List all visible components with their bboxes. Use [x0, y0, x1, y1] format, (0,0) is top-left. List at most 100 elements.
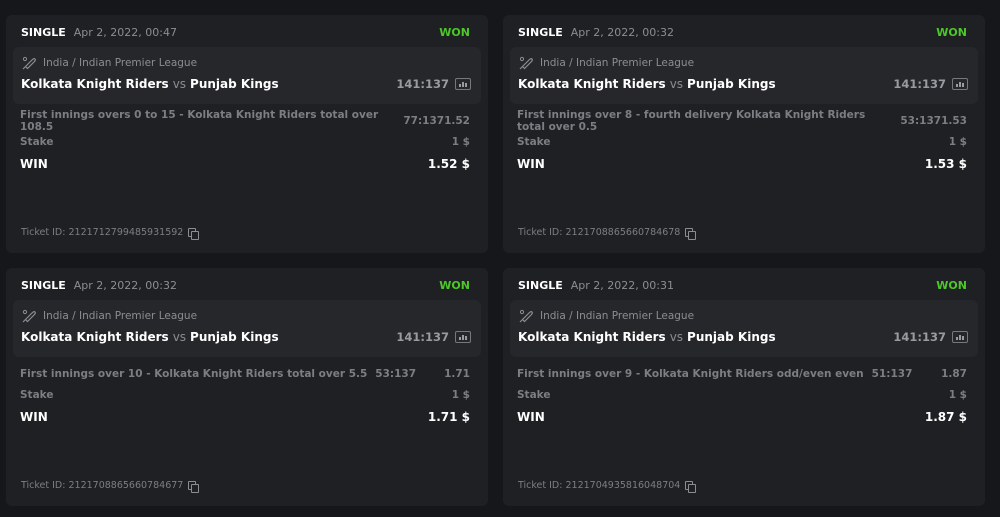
statistics-icon[interactable] — [952, 331, 968, 343]
bet-ticket-card[interactable]: SINGLE Apr 2, 2022, 00:47 WON India / In… — [6, 15, 488, 253]
odds: 1.87 — [941, 367, 967, 380]
home-team: Kolkata Knight Riders — [21, 77, 169, 91]
match-score: 141:137 — [893, 77, 946, 91]
stake-label: Stake — [20, 135, 54, 148]
bet-type: SINGLE — [21, 278, 66, 292]
market-row: First innings overs 0 to 15 - Kolkata Kn… — [20, 108, 474, 133]
market-row: First innings over 9 - Kolkata Knight Ri… — [517, 363, 971, 384]
status-badge: WON — [439, 278, 470, 292]
ticket-id-label: Ticket ID: — [518, 480, 563, 491]
win-label: WIN — [20, 157, 48, 171]
stake-label: Stake — [517, 135, 551, 148]
stake-value: 1 $ — [451, 135, 470, 148]
win-value: 1.53 $ — [924, 157, 967, 171]
league-name: India / Indian Premier League — [540, 310, 695, 322]
ticket-header: SINGLE Apr 2, 2022, 00:31 WON — [517, 268, 971, 300]
cricket-bat-icon — [22, 56, 36, 70]
bet-ticket-card[interactable]: SINGLE Apr 2, 2022, 00:32 WON India / In… — [6, 268, 488, 506]
stake-row: Stake 1 $ — [517, 384, 971, 405]
league-row: India / Indian Premier League — [21, 53, 471, 73]
bet-ticket-card[interactable]: SINGLE Apr 2, 2022, 00:31 WON India / In… — [503, 268, 985, 506]
win-value: 1.71 $ — [427, 410, 470, 424]
match-score: 141:137 — [396, 77, 449, 91]
tickets-grid: SINGLE Apr 2, 2022, 00:47 WON India / In… — [6, 15, 985, 506]
away-team: Punjab Kings — [190, 77, 279, 91]
win-row: WIN 1.52 $ — [20, 152, 474, 176]
copy-icon[interactable] — [188, 480, 200, 493]
odds: 1.52 — [444, 114, 470, 127]
bet-type: SINGLE — [518, 25, 563, 39]
ticket-id: 2121708865660784677 — [68, 480, 184, 491]
odds: 1.71 — [444, 367, 470, 380]
match-row: Kolkata Knight Riders vs Punjab Kings 14… — [21, 326, 471, 348]
win-label: WIN — [517, 157, 545, 171]
away-team: Punjab Kings — [687, 77, 776, 91]
copy-icon[interactable] — [685, 480, 697, 493]
win-row: WIN 1.71 $ — [20, 405, 474, 429]
ticket-id-row: Ticket ID: 2121708865660784677 — [21, 480, 200, 493]
statistics-icon[interactable] — [952, 78, 968, 90]
ticket-id-label: Ticket ID: — [21, 480, 66, 491]
market-row: First innings over 10 - Kolkata Knight R… — [20, 363, 474, 384]
market-name: First innings over 10 - Kolkata Knight R… — [20, 367, 368, 380]
league-row: India / Indian Premier League — [518, 53, 968, 73]
stake-value: 1 $ — [948, 388, 967, 401]
match-row: Kolkata Knight Riders vs Punjab Kings 14… — [518, 73, 968, 95]
match-score: 141:137 — [893, 330, 946, 344]
statistics-icon[interactable] — [455, 78, 471, 90]
match-row: Kolkata Knight Riders vs Punjab Kings 14… — [21, 73, 471, 95]
market-name: First innings over 8 - fourth delivery K… — [517, 108, 866, 133]
home-team: Kolkata Knight Riders — [21, 330, 169, 344]
ticket-id-label: Ticket ID: — [21, 227, 66, 238]
ticket-header: SINGLE Apr 2, 2022, 00:32 WON — [517, 15, 971, 47]
market-name: First innings overs 0 to 15 - Kolkata Kn… — [20, 108, 379, 133]
event-box[interactable]: India / Indian Premier League Kolkata Kn… — [13, 300, 481, 357]
status-badge: WON — [936, 25, 967, 39]
event-box[interactable]: India / Indian Premier League Kolkata Kn… — [510, 47, 978, 104]
cricket-bat-icon — [22, 309, 36, 323]
copy-icon[interactable] — [685, 227, 697, 240]
match-score: 141:137 — [396, 330, 449, 344]
statistics-icon[interactable] — [455, 331, 471, 343]
win-row: WIN 1.87 $ — [517, 405, 971, 429]
stake-row: Stake 1 $ — [20, 131, 474, 152]
market-row: First innings over 8 - fourth delivery K… — [517, 108, 971, 133]
ticket-id: 2121712799485931592 — [68, 227, 184, 238]
bet-type: SINGLE — [518, 278, 563, 292]
stake-row: Stake 1 $ — [20, 384, 474, 405]
league-row: India / Indian Premier League — [518, 306, 968, 326]
away-team: Punjab Kings — [687, 330, 776, 344]
status-badge: WON — [439, 25, 470, 39]
bet-date: Apr 2, 2022, 00:32 — [570, 25, 674, 39]
league-name: India / Indian Premier League — [43, 57, 198, 69]
cricket-bat-icon — [519, 309, 533, 323]
league-name: India / Indian Premier League — [540, 57, 695, 69]
vs-label: vs — [669, 330, 684, 344]
away-team: Punjab Kings — [190, 330, 279, 344]
ticket-id: 2121708865660784678 — [565, 227, 681, 238]
stake-label: Stake — [20, 388, 54, 401]
stake-value: 1 $ — [451, 388, 470, 401]
match-row: Kolkata Knight Riders vs Punjab Kings 14… — [518, 326, 968, 348]
ticket-id-row: Ticket ID: 2121708865660784678 — [518, 227, 697, 240]
stake-row: Stake 1 $ — [517, 131, 971, 152]
event-box[interactable]: India / Indian Premier League Kolkata Kn… — [13, 47, 481, 104]
ticket-id-row: Ticket ID: 2121712799485931592 — [21, 227, 200, 240]
market-score: 53:137 — [900, 114, 942, 127]
ticket-header: SINGLE Apr 2, 2022, 00:32 WON — [20, 268, 474, 300]
win-label: WIN — [20, 410, 48, 424]
event-box[interactable]: India / Indian Premier League Kolkata Kn… — [510, 300, 978, 357]
win-value: 1.52 $ — [427, 157, 470, 171]
ticket-header: SINGLE Apr 2, 2022, 00:47 WON — [20, 15, 474, 47]
bet-date: Apr 2, 2022, 00:47 — [73, 25, 177, 39]
cricket-bat-icon — [519, 56, 533, 70]
vs-label: vs — [172, 330, 187, 344]
vs-label: vs — [669, 77, 684, 91]
copy-icon[interactable] — [188, 227, 200, 240]
win-label: WIN — [517, 410, 545, 424]
ticket-id: 2121704935816048704 — [565, 480, 681, 491]
ticket-id-label: Ticket ID: — [518, 227, 563, 238]
bet-ticket-card[interactable]: SINGLE Apr 2, 2022, 00:32 WON India / In… — [503, 15, 985, 253]
league-name: India / Indian Premier League — [43, 310, 198, 322]
market-score: 53:137 — [375, 367, 417, 380]
